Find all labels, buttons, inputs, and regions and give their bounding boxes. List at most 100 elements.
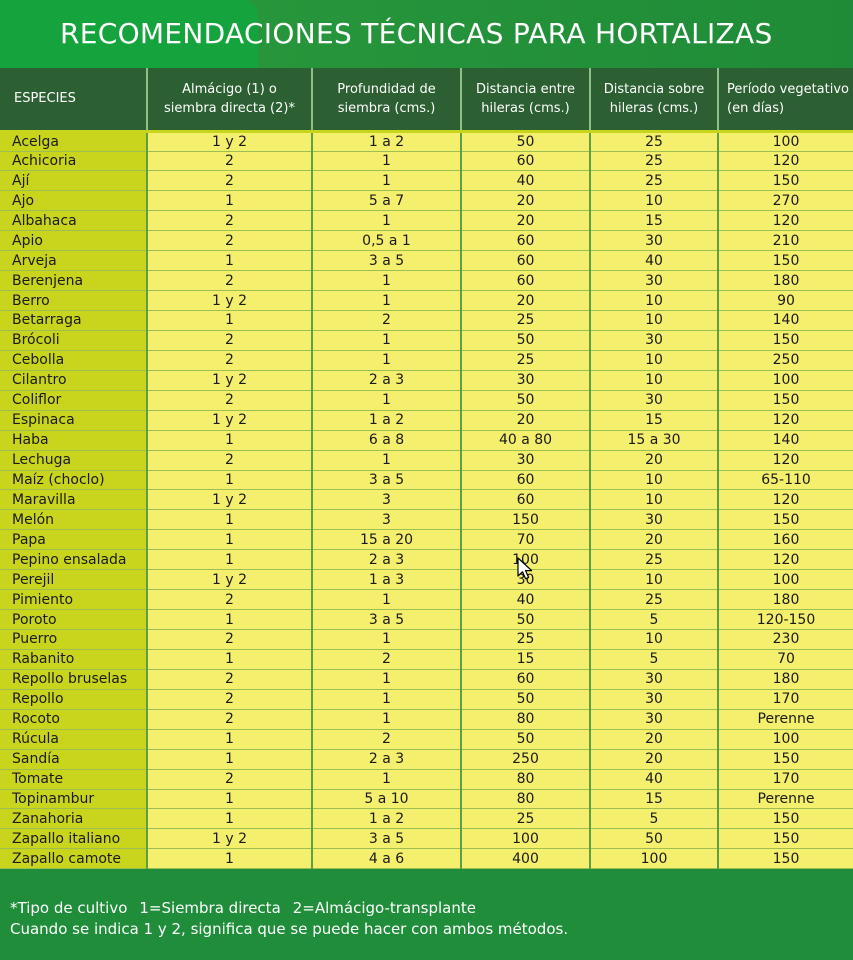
- cell-distancia-entre: 25: [461, 310, 591, 331]
- cell-almacigo: 1: [147, 808, 313, 830]
- cell-profundidad: 2 a 3: [312, 549, 462, 571]
- header-line: hileras (cms.): [609, 100, 699, 116]
- cell-distancia-sobre: 10: [590, 350, 719, 371]
- cell-periodo: 140: [718, 310, 853, 331]
- cell-distancia-entre: 250: [461, 749, 591, 770]
- table-row: Repollo 2 1 50 30 170: [0, 689, 853, 710]
- footnote-cultivation-type: *Tipo de cultivo: [10, 899, 128, 917]
- cell-almacigo: 1 y 2: [147, 290, 313, 311]
- cell-distancia-sobre: 30: [590, 270, 719, 292]
- cell-profundidad: 1: [312, 689, 462, 710]
- cell-distancia-entre: 30: [461, 450, 591, 471]
- cell-almacigo: 2: [147, 270, 313, 292]
- table-row: Ajo 1 5 a 7 20 10 270: [0, 190, 853, 212]
- cell-profundidad: 1: [312, 450, 462, 471]
- cell-distancia-entre: 15: [461, 649, 591, 670]
- cell-profundidad: 1: [312, 589, 462, 611]
- cell-distancia-sobre: 5: [590, 649, 719, 670]
- cell-profundidad: 3 a 5: [312, 470, 462, 491]
- cell-distancia-entre: 20: [461, 410, 591, 431]
- cell-profundidad: 0,5 a 1: [312, 230, 462, 252]
- header-line: ESPECIES: [14, 91, 76, 107]
- header-line: Período vegetativo: [727, 81, 849, 97]
- cell-profundidad: 2: [312, 310, 462, 331]
- cell-periodo: 150: [718, 250, 853, 272]
- cell-distancia-sobre: 15: [590, 210, 719, 232]
- table-row: Coliflor 2 1 50 30 150: [0, 390, 853, 411]
- cell-distancia-sobre: 20: [590, 749, 719, 770]
- cell-periodo: 210: [718, 230, 853, 252]
- cell-periodo: 170: [718, 769, 853, 790]
- table-row: Repollo bruselas 2 1 60 30 180: [0, 669, 853, 690]
- header-periodo: Período vegetativo (en días): [718, 68, 853, 131]
- cell-almacigo: 1: [147, 649, 313, 670]
- footnote-transplant: 2=Almácigo-transplante: [292, 899, 476, 917]
- cell-especie: Arveja: [0, 250, 148, 272]
- cell-distancia-entre: 25: [461, 350, 591, 371]
- cell-distancia-sobre: 25: [590, 589, 719, 611]
- cell-periodo: 150: [718, 390, 853, 411]
- table-row: Melón 1 3 150 30 150: [0, 509, 853, 531]
- cell-distancia-sobre: 10: [590, 310, 719, 331]
- cell-almacigo: 1: [147, 609, 313, 630]
- cell-distancia-sobre: 10: [590, 370, 719, 391]
- table-row: Topinambur 1 5 a 10 80 15 Perenne: [0, 789, 853, 810]
- cell-especie: Tomate: [0, 769, 148, 790]
- cell-periodo: 120: [718, 410, 853, 431]
- cell-almacigo: 2: [147, 669, 313, 690]
- footnote-direct-sowing: 1=Siembra directa: [139, 899, 281, 917]
- cell-almacigo: 1: [147, 509, 313, 531]
- cell-distancia-entre: 30: [461, 569, 591, 591]
- cell-distancia-entre: 60: [461, 270, 591, 292]
- cell-profundidad: 3: [312, 509, 462, 531]
- table-row: Lechuga 2 1 30 20 120: [0, 450, 853, 471]
- cell-profundidad: 1: [312, 669, 462, 690]
- cell-periodo: 150: [718, 330, 853, 351]
- cell-almacigo: 2: [147, 709, 313, 730]
- table-row: Maravilla 1 y 2 3 60 10 120: [0, 489, 853, 511]
- cell-profundidad: 1: [312, 170, 462, 192]
- table-row: Arveja 1 3 a 5 60 40 150: [0, 250, 853, 272]
- cell-almacigo: 1: [147, 470, 313, 491]
- header-line: Profundidad de: [337, 81, 436, 97]
- table-row: Maíz (choclo) 1 3 a 5 60 10 65-110: [0, 470, 853, 491]
- cell-periodo: 170: [718, 689, 853, 710]
- table-row: Pepino ensalada 1 2 a 3 100 25 120: [0, 549, 853, 571]
- cell-especie: Albahaca: [0, 210, 148, 232]
- cell-distancia-entre: 150: [461, 509, 591, 531]
- cell-distancia-entre: 60: [461, 250, 591, 272]
- cell-profundidad: 15 a 20: [312, 529, 462, 551]
- cell-almacigo: 1 y 2: [147, 410, 313, 431]
- cell-distancia-sobre: 30: [590, 390, 719, 411]
- cell-periodo: 100: [718, 729, 853, 750]
- cell-periodo: 150: [718, 828, 853, 850]
- cell-distancia-entre: 100: [461, 828, 591, 850]
- footnote: *Tipo de cultivo 1=Siembra directa 2=Almác…: [10, 898, 568, 940]
- cell-periodo: 120-150: [718, 609, 853, 630]
- cell-almacigo: 2: [147, 330, 313, 351]
- cell-almacigo: 1 y 2: [147, 489, 313, 511]
- cell-periodo: 150: [718, 749, 853, 770]
- table-row: Brócoli 2 1 50 30 150: [0, 330, 853, 351]
- table-row: Apio 2 0,5 a 1 60 30 210: [0, 230, 853, 252]
- cell-profundidad: 3 a 5: [312, 250, 462, 272]
- table-row: Haba 1 6 a 8 40 a 80 15 a 30 140: [0, 430, 853, 451]
- cell-distancia-entre: 25: [461, 629, 591, 650]
- cell-profundidad: 3: [312, 489, 462, 511]
- cell-especie: Espinaca: [0, 410, 148, 431]
- table-row: Berenjena 2 1 60 30 180: [0, 270, 853, 292]
- cell-profundidad: 3 a 5: [312, 828, 462, 850]
- footnote-line-1: *Tipo de cultivo 1=Siembra directa 2=Almác…: [10, 898, 568, 919]
- cell-almacigo: 1: [147, 729, 313, 750]
- footnote-line-2: Cuando se indica 1 y 2, significa que se…: [10, 920, 569, 938]
- cell-distancia-sobre: 100: [590, 848, 719, 870]
- cell-almacigo: 1 y 2: [147, 828, 313, 850]
- table-row: Pimiento 2 1 40 25 180: [0, 589, 853, 611]
- cell-distancia-sobre: 20: [590, 450, 719, 471]
- cell-distancia-sobre: 50: [590, 828, 719, 850]
- cell-almacigo: 2: [147, 151, 313, 172]
- cell-almacigo: 2: [147, 210, 313, 232]
- cell-profundidad: 6 a 8: [312, 430, 462, 451]
